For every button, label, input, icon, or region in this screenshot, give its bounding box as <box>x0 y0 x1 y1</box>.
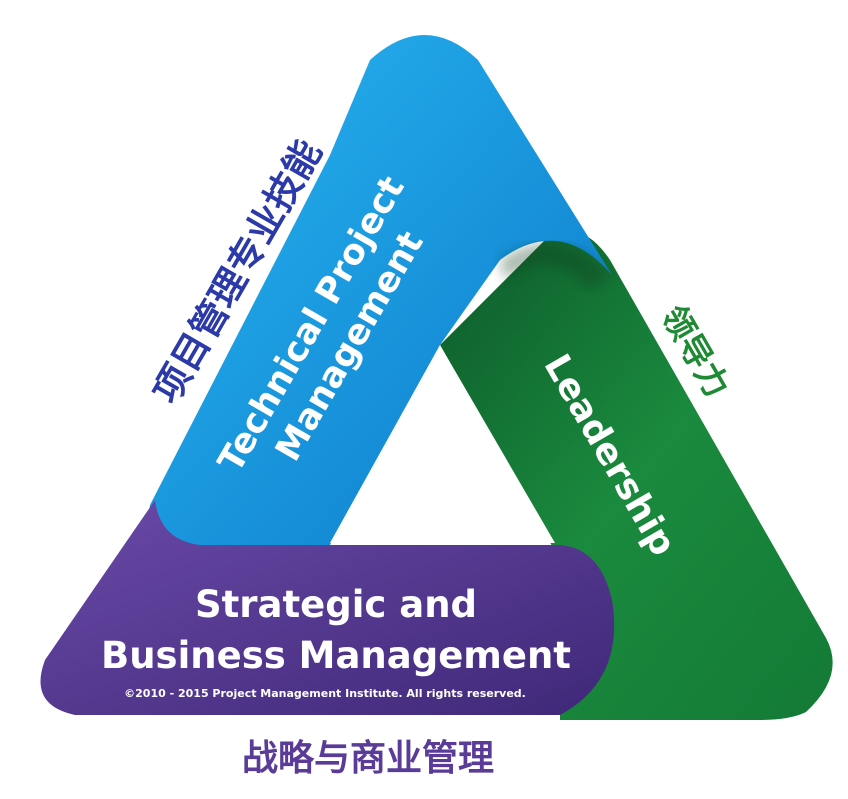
leadership-band <box>440 231 833 721</box>
strategic-band <box>40 500 615 715</box>
copyright-text: ©2010 - 2015 Project Management Institut… <box>124 687 526 700</box>
inner-hole <box>330 345 555 543</box>
strategic-label-line2: Business Management <box>101 634 571 677</box>
technical-band <box>149 35 612 545</box>
strategic-cn-label: 战略与商业管理 <box>242 738 494 779</box>
strategic-label-line1: Strategic and <box>195 583 477 626</box>
